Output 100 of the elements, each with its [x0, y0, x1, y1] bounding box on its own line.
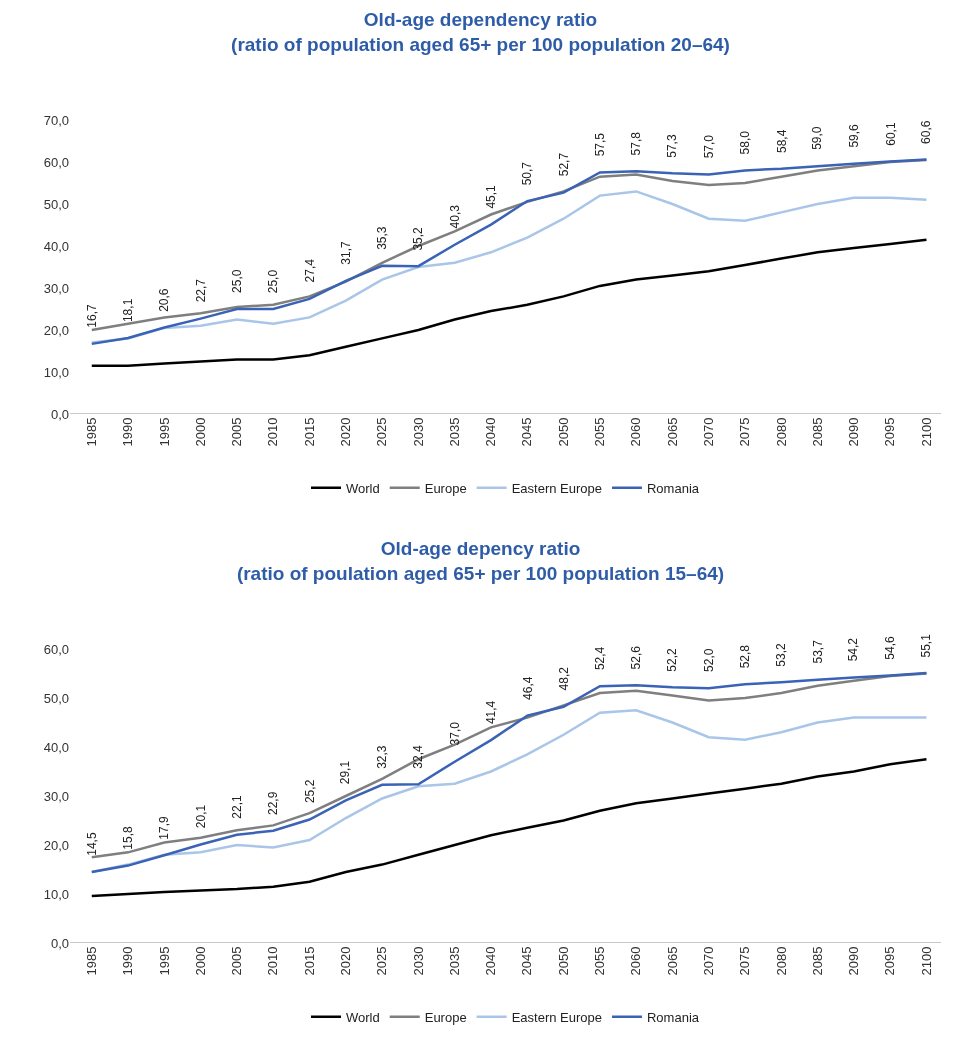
data-label: 40,3 [447, 204, 462, 229]
data-label: 22,9 [266, 791, 281, 816]
data-label: 41,4 [483, 700, 498, 725]
x-tick-label: 2100 [918, 946, 934, 976]
chart-title: Old-age depency ratio (ratio of poulation aged 65+ per 100 population 15–64) [236, 538, 725, 585]
data-label: 52,4 [592, 646, 607, 671]
data-label: 52,8 [737, 644, 752, 669]
x-tick-label: 2000 [192, 417, 208, 447]
data-label: 52,2 [665, 647, 680, 672]
y-tick-label: 40,0 [43, 739, 69, 755]
legend-label: Romania [646, 480, 700, 496]
data-label: 59,0 [810, 126, 825, 150]
x-tick-label: 2075 [737, 417, 753, 447]
x-tick-label: 2005 [229, 417, 245, 447]
data-label: 25,0 [266, 269, 281, 294]
y-tick-label: 10,0 [43, 886, 69, 902]
data-label: 53,2 [774, 642, 788, 667]
x-tick-label: 2040 [483, 417, 499, 447]
y-tick-label: 40,0 [43, 238, 69, 254]
data-label: 31,7 [338, 241, 353, 265]
x-tick-label: 2070 [700, 417, 716, 447]
data-label: 15,8 [121, 825, 136, 850]
data-label: 59,6 [847, 123, 862, 148]
data-label: 22,1 [230, 794, 245, 819]
data-label: 17,9 [157, 815, 172, 840]
data-label: 54,6 [882, 635, 897, 660]
y-tick-label: 60,0 [43, 641, 69, 657]
y-tick-label: 60,0 [43, 154, 69, 170]
x-tick-label: 1995 [156, 417, 172, 447]
data-label: 32,4 [411, 744, 426, 769]
x-tick-label: 1995 [156, 946, 172, 976]
data-label: 57,5 [593, 132, 608, 157]
x-tick-label: 2085 [809, 417, 825, 447]
y-tick-label: 0,0 [50, 935, 69, 951]
data-label: 14,5 [84, 832, 99, 856]
legend-label: Romania [646, 1009, 700, 1025]
data-label: 20,1 [194, 804, 209, 829]
x-tick-label: 2090 [846, 946, 862, 976]
data-label: 25,0 [229, 269, 244, 293]
y-tick-label: 50,0 [43, 196, 69, 212]
data-label: 50,7 [520, 161, 535, 186]
data-label: 60,1 [883, 122, 898, 146]
data-label: 52,0 [701, 648, 716, 672]
data-label: 55,1 [919, 633, 934, 658]
legend-label: Europe [424, 1009, 467, 1025]
x-tick-label: 1990 [120, 417, 136, 447]
data-label: 52,7 [556, 152, 571, 177]
x-tick-label: 2065 [664, 946, 680, 976]
data-label: 57,8 [628, 131, 643, 156]
legend-label: World [346, 480, 380, 496]
x-tick-label: 2095 [882, 946, 898, 976]
data-label: 54,2 [846, 637, 861, 662]
legend-label: Europe [424, 480, 467, 496]
x-tick-label: 2085 [809, 946, 825, 976]
x-tick-label: 2020 [338, 946, 354, 976]
x-tick-label: 2030 [410, 417, 426, 447]
data-label: 32,3 [375, 745, 390, 769]
data-label: 45,1 [484, 184, 499, 209]
x-tick-label: 2045 [519, 417, 535, 447]
x-tick-label: 2010 [265, 417, 281, 447]
data-label: 48,2 [556, 666, 571, 691]
x-tick-label: 2100 [918, 417, 934, 447]
x-tick-label: 2025 [374, 946, 390, 976]
x-tick-label: 2015 [301, 417, 317, 447]
x-tick-label: 2080 [773, 417, 789, 447]
y-tick-label: 70,0 [43, 112, 69, 128]
data-label: 25,2 [303, 779, 318, 804]
y-tick-label: 20,0 [43, 322, 69, 338]
data-label: 46,4 [520, 676, 535, 700]
data-label: 53,7 [810, 639, 825, 664]
x-tick-label: 2035 [446, 417, 462, 447]
x-tick-label: 2080 [773, 946, 789, 976]
y-tick-label: 50,0 [43, 690, 69, 706]
legend-label: Eastern Europe [511, 1009, 602, 1025]
x-tick-label: 2030 [410, 946, 426, 976]
data-label: 29,1 [338, 760, 353, 785]
data-label: 27,4 [302, 258, 317, 283]
x-tick-label: 2015 [301, 946, 317, 976]
data-label: 57,0 [702, 134, 717, 159]
y-tick-label: 30,0 [43, 280, 69, 296]
legend-label: Eastern Europe [511, 480, 602, 496]
x-tick-label: 2000 [192, 946, 208, 976]
data-label: 22,7 [193, 278, 208, 303]
x-tick-label: 2075 [737, 946, 753, 976]
data-label: 20,6 [156, 288, 171, 312]
data-label: 57,3 [665, 134, 680, 158]
x-tick-label: 2050 [555, 417, 571, 447]
x-tick-label: 1985 [84, 417, 99, 447]
x-tick-label: 2060 [628, 946, 644, 976]
x-tick-label: 2095 [882, 417, 898, 447]
data-label: 35,2 [411, 226, 426, 251]
x-tick-label: 2025 [374, 417, 390, 447]
x-tick-label: 1985 [84, 946, 99, 976]
y-tick-label: 20,0 [43, 837, 69, 853]
x-tick-label: 2045 [519, 946, 535, 976]
data-label: 18,1 [121, 298, 136, 323]
x-tick-label: 2005 [229, 946, 245, 976]
data-label: 16,7 [84, 303, 99, 328]
x-tick-label: 2060 [628, 417, 644, 447]
chart-title: Old-age dependency ratio (ratio of population aged 65+ per 100 population 20–64) [231, 9, 730, 56]
